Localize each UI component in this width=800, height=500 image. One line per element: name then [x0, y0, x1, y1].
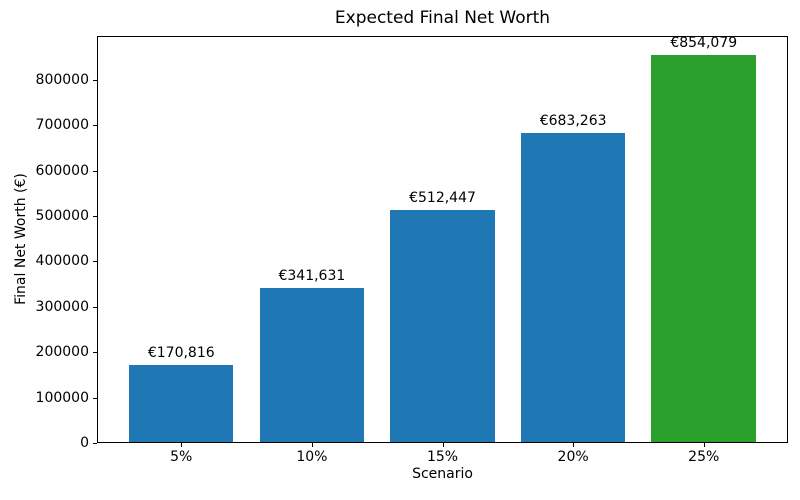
x-axis-label: Scenario — [412, 466, 473, 482]
bar-value-label: €512,447 — [409, 190, 476, 207]
y-axis-label: Final Net Worth (€) — [13, 173, 29, 305]
bar-5% — [129, 365, 234, 443]
bar-25% — [651, 55, 756, 443]
x-tick-mark — [311, 443, 313, 447]
y-tick-label: 600000 — [35, 162, 89, 179]
bar-value-label: €683,263 — [539, 112, 607, 129]
y-tick-mark — [93, 443, 97, 444]
x-tick-mark — [181, 443, 183, 447]
y-tick-label: 800000 — [35, 71, 89, 88]
y-tick-label: 400000 — [35, 253, 89, 270]
y-tick-label: 700000 — [35, 117, 89, 134]
y-tick-mark — [93, 216, 97, 218]
y-tick-label: 100000 — [35, 389, 89, 406]
y-tick-mark — [93, 261, 97, 263]
y-tick-mark — [93, 79, 97, 81]
y-tick-label: 0 — [80, 435, 89, 451]
y-tick-mark — [93, 170, 97, 172]
x-tick-label: 15% — [426, 449, 459, 465]
bar-10% — [259, 287, 365, 443]
bar-20% — [520, 132, 626, 443]
x-tick-label: 10% — [296, 449, 328, 465]
bar-value-label: €854,079 — [670, 35, 738, 52]
y-tick-mark — [93, 397, 97, 399]
x-tick-label: 20% — [557, 449, 589, 465]
chart-title: Expected Final Net Worth — [334, 8, 551, 28]
y-tick-label: 500000 — [35, 208, 89, 225]
y-tick-mark — [93, 352, 97, 354]
bar-15% — [390, 210, 495, 443]
bar-value-label: €170,816 — [147, 345, 215, 362]
bar-value-label: €341,631 — [278, 267, 346, 284]
x-tick-mark — [573, 443, 575, 447]
y-tick-label: 300000 — [35, 298, 89, 315]
x-tick-mark — [442, 443, 444, 447]
x-tick-label: 25% — [688, 449, 720, 465]
x-tick-mark — [703, 443, 705, 447]
y-tick-mark — [93, 306, 97, 308]
y-tick-label: 200000 — [35, 344, 89, 361]
x-tick-label: 5% — [170, 449, 193, 465]
y-tick-mark — [93, 125, 97, 127]
